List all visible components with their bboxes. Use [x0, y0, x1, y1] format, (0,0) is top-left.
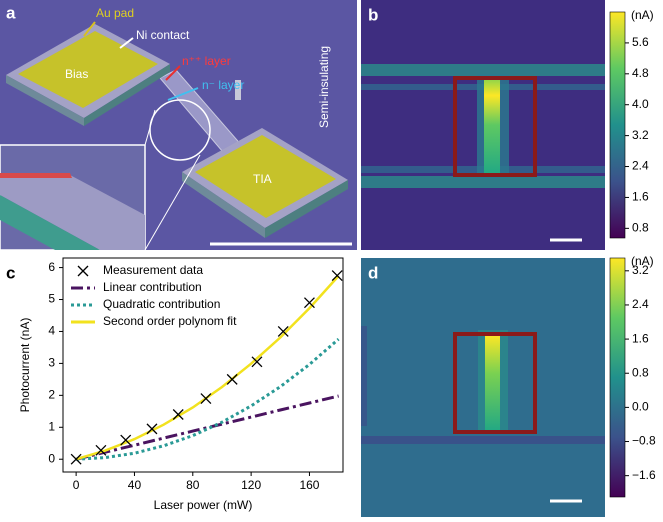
x-tick-label: 0	[73, 478, 80, 492]
series-line	[75, 394, 339, 461]
data-point	[251, 356, 263, 368]
colorbar-tick-label: 2.4	[632, 297, 649, 311]
colorbar-tick-label: 0.8	[632, 365, 649, 379]
x-tick-label: 40	[128, 478, 142, 492]
heatmap-d	[361, 258, 605, 517]
data-point	[146, 423, 158, 435]
marker-stroke	[120, 434, 132, 446]
colorbar-tick-label: 3.2	[632, 263, 649, 277]
marker-stroke	[77, 265, 89, 277]
colorbar-tick-label: 2.4	[632, 159, 649, 173]
colorbar	[609, 257, 626, 498]
plot-frame	[62, 257, 344, 473]
marker-stroke	[200, 393, 212, 404]
colorbar-tick-label: 1.6	[632, 190, 649, 204]
marker-stroke	[277, 326, 289, 337]
colorbar-tick-label: 4.8	[632, 66, 649, 80]
colorbar-unit: (nA)	[631, 8, 654, 22]
x-tick-label: 120	[241, 478, 261, 492]
marker-stroke	[226, 373, 238, 385]
y-tick-label: 4	[48, 324, 55, 338]
colorbar	[609, 11, 626, 239]
annotation: Bias	[65, 67, 88, 81]
y-tick-label: 3	[48, 356, 55, 370]
data-point	[303, 297, 315, 309]
marker-stroke	[146, 423, 158, 435]
data-point	[226, 373, 238, 385]
panel-label: c	[6, 263, 15, 282]
colorbar-unit: (nA)	[631, 254, 654, 268]
panel-label: d	[368, 263, 378, 282]
y-tick-label: 6	[48, 260, 55, 274]
legend-label: Second order polynom fit	[103, 314, 237, 328]
y-tick-label: 0	[48, 451, 55, 465]
legend-label: Linear contribution	[103, 280, 202, 294]
marker-stroke	[303, 297, 315, 309]
data-point	[200, 393, 212, 404]
y-tick-label: 1	[48, 419, 55, 433]
data-point	[70, 453, 82, 465]
y-tick-label: 2	[48, 388, 55, 402]
marker-stroke	[95, 444, 107, 456]
colorbar-tick-label: 4.0	[632, 97, 649, 111]
y-tick-label: 5	[48, 292, 55, 306]
annotation: n⁻ layer	[202, 78, 244, 92]
panel-label: b	[368, 5, 378, 24]
data-point	[331, 270, 343, 282]
x-tick-label: 80	[186, 478, 200, 492]
data-point	[95, 444, 107, 456]
heatmap-b	[361, 0, 605, 250]
colorbar-tick-label: 3.2	[632, 128, 649, 142]
colorbar-tick-label: 1.6	[632, 331, 649, 345]
colorbar-tick-label: −1.6	[632, 468, 656, 482]
legend-label: Quadratic contribution	[103, 297, 220, 311]
series-line	[76, 337, 340, 461]
panel-label: a	[6, 3, 16, 22]
colorbar-tick-label: 0.8	[632, 221, 649, 235]
marker-stroke	[70, 453, 82, 465]
data-point	[277, 326, 289, 337]
annotation: n⁺⁺ layer	[182, 54, 231, 68]
annotation: Semi-insulating	[317, 46, 331, 128]
x-axis-label: Laser power (mW)	[154, 498, 253, 512]
colorbar-tick-label: −0.8	[632, 434, 656, 448]
legend-label: Measurement data	[103, 263, 203, 277]
annotation: TIA	[253, 172, 272, 186]
annotation: Ni contact	[136, 28, 190, 42]
colorbar-tick-label: 5.6	[632, 35, 649, 49]
marker-stroke	[172, 409, 184, 420]
marker-stroke	[251, 356, 263, 368]
annotation: Au pad	[96, 6, 134, 20]
legend-marker	[77, 265, 89, 277]
data-point	[172, 409, 184, 420]
y-axis-label: Photocurrent (nA)	[18, 318, 32, 413]
data-point	[120, 434, 132, 446]
sem-image	[0, 0, 357, 251]
colorbar-tick-label: 0.0	[632, 400, 649, 414]
x-tick-label: 160	[299, 478, 319, 492]
marker-stroke	[331, 270, 343, 282]
